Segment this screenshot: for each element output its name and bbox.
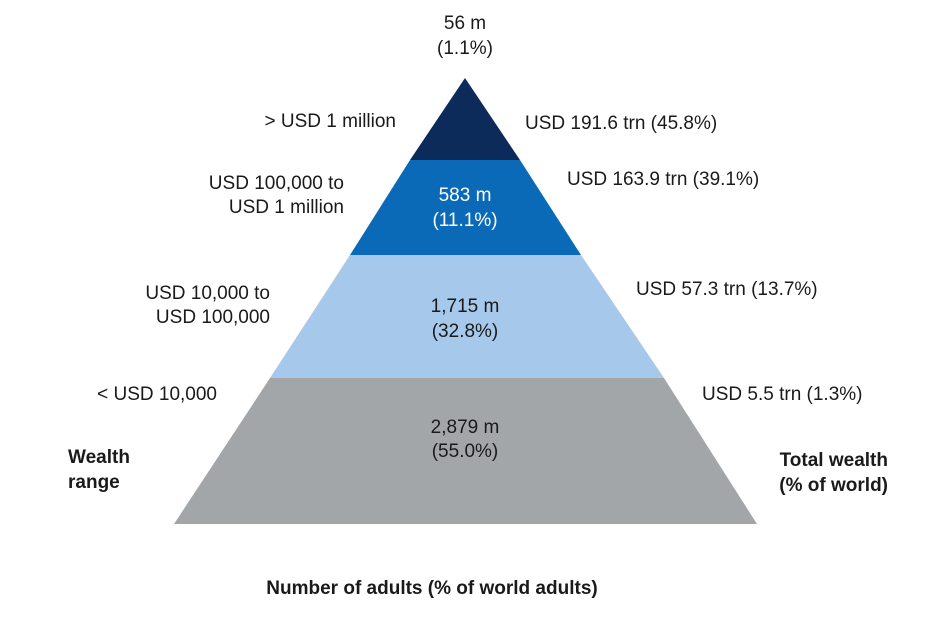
wealth-label-tier4: USD 5.5 trn (1.3%) (702, 384, 863, 405)
range-label-tier2-line1: USD 100,000 to (209, 173, 344, 194)
top-count-line1: 56 m (444, 13, 486, 34)
right-axis-title-line1: Total wealth (780, 450, 888, 471)
range-label-tier3-line2: USD 100,000 (156, 307, 270, 328)
right-axis-title-line2: (% of world) (779, 475, 888, 496)
tier-third-segment (270, 255, 664, 378)
tier-bottom-segment (174, 378, 757, 524)
range-label-tier1: > USD 1 million (265, 111, 396, 132)
adults-tier4-line2: (55.0%) (432, 441, 499, 462)
adults-tier4-line1: 2,879 m (431, 417, 500, 438)
tier-top-segment (410, 78, 520, 160)
adults-tier2-line2: (11.1%) (432, 210, 497, 231)
left-axis-title-line2: range (68, 472, 120, 493)
adults-tier3-line1: 1,715 m (431, 296, 500, 317)
bottom-title: Number of adults (% of world adults) (266, 578, 597, 599)
adults-tier2-line1: 583 m (439, 185, 492, 206)
adults-tier3-line2: (32.8%) (432, 321, 499, 342)
wealth-label-tier2: USD 163.9 trn (39.1%) (567, 169, 759, 190)
range-label-tier2-line2: USD 1 million (229, 197, 344, 218)
wealth-label-tier3: USD 57.3 trn (13.7%) (636, 279, 818, 300)
left-axis-title-line1: Wealth (68, 447, 130, 468)
wealth-label-tier1: USD 191.6 trn (45.8%) (525, 113, 717, 134)
range-label-tier4: < USD 10,000 (97, 384, 217, 405)
tier-second-segment (350, 160, 581, 255)
range-label-tier3-line1: USD 10,000 to (145, 283, 270, 304)
top-count-line2: (1.1%) (437, 38, 493, 59)
